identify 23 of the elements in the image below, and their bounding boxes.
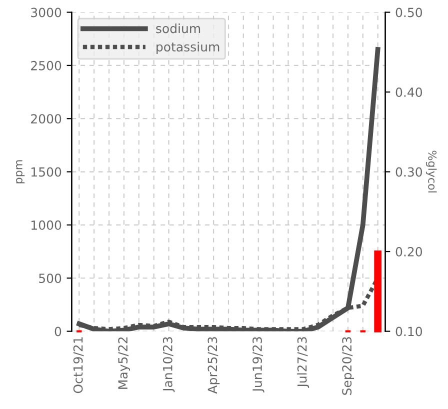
y-tick-label: 500 — [39, 274, 62, 284]
x-tick-label: Apr25/23 — [208, 337, 220, 394]
x-tick-label: Jul27/23 — [297, 337, 310, 388]
y2-tick-label: 0.50 — [396, 8, 422, 18]
y-tick-label: 0 — [54, 326, 62, 336]
y-axis-title: ppm — [16, 160, 25, 184]
x-tick-label: Jun19/23 — [252, 337, 264, 392]
x-tick-label: Jan10/23 — [162, 337, 175, 392]
y2-tick-label: 0.40 — [396, 87, 422, 97]
y2-tick-label: 0.20 — [396, 247, 422, 256]
x-tick-label: May5/22 — [118, 337, 130, 389]
y-tick-label: 1000 — [32, 220, 62, 230]
x-tick-label: Oct19/21 — [73, 337, 84, 394]
y2-tick-label: 0.30 — [396, 167, 422, 177]
y-tick-label: 1500 — [32, 167, 62, 177]
y-tick-label: 3000 — [31, 8, 62, 18]
y2-axis-title: %glycol — [426, 150, 437, 192]
y-tick-label: 2500 — [31, 60, 62, 70]
y2-tick-label: 0.10 — [396, 326, 422, 336]
legend-label: potassium — [156, 42, 220, 54]
legend-label: sodium — [156, 24, 200, 34]
x-tick-label: Sep20/23 — [342, 337, 354, 395]
y-tick-label: 2000 — [31, 114, 62, 124]
